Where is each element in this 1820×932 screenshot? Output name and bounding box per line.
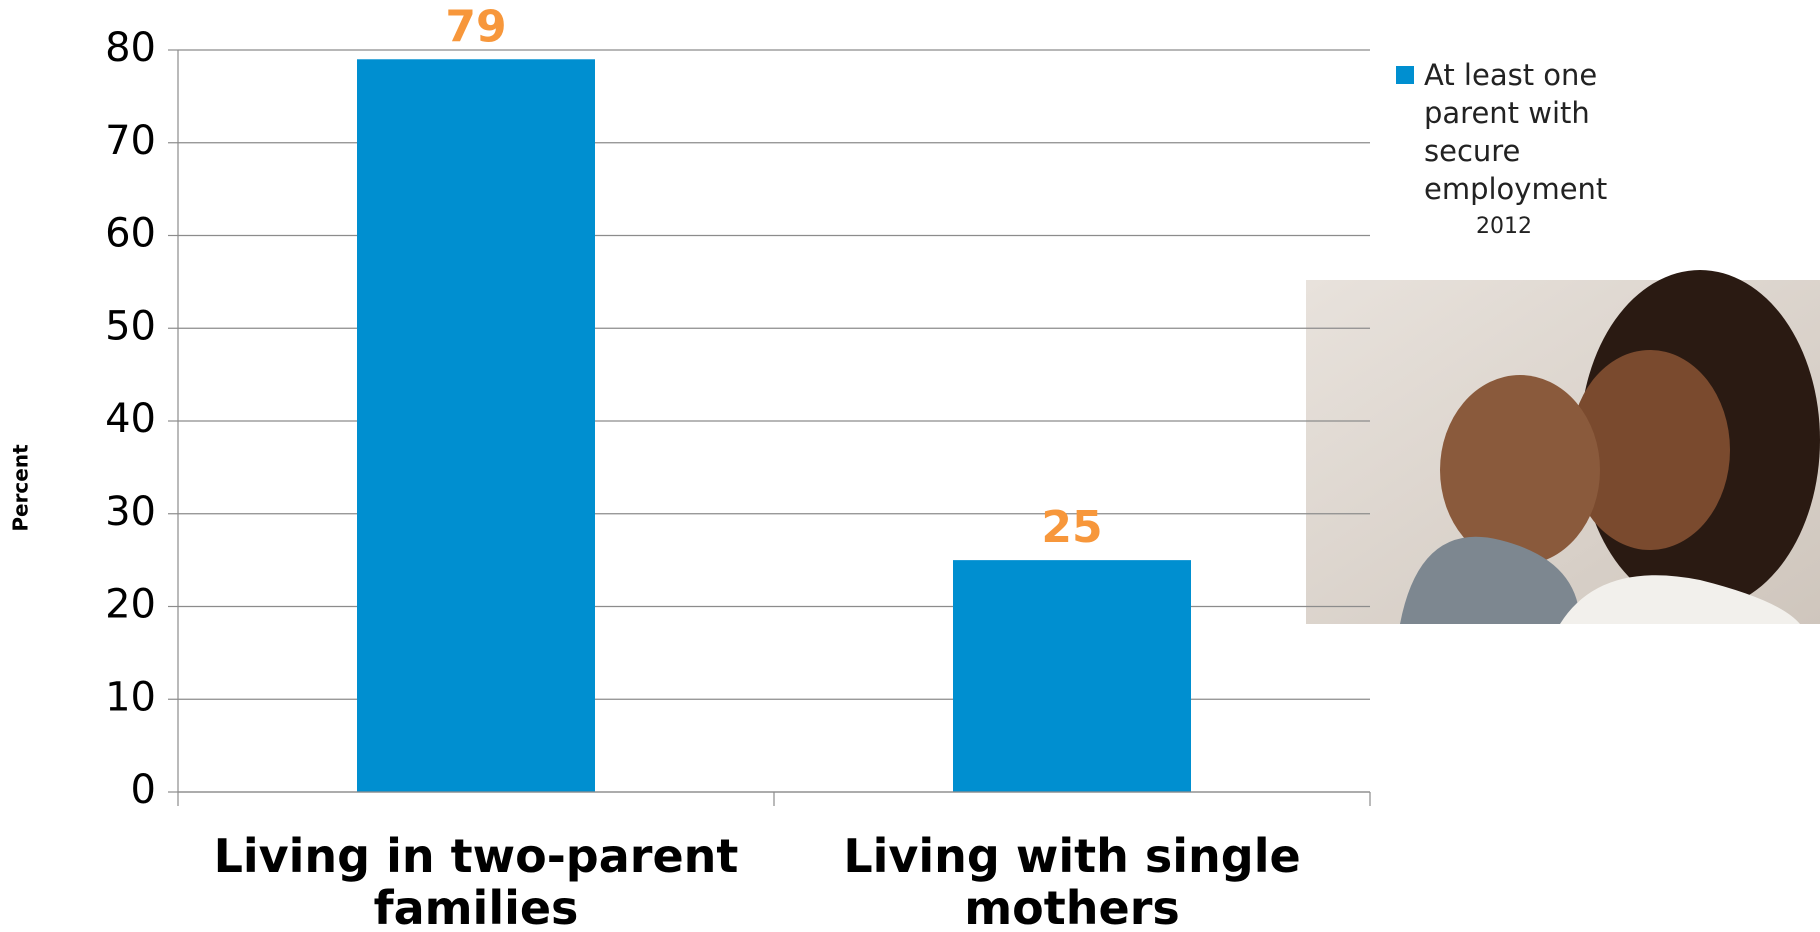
- y-tick-label: 0: [131, 767, 156, 813]
- chart: Percent 0 10 20 30 40 50 60 70 80 79 25 At least o…: [0, 0, 1820, 932]
- value-label: 25: [1041, 502, 1102, 553]
- y-tick-label: 20: [105, 582, 156, 628]
- photo: [1306, 270, 1820, 624]
- legend-swatch: [1396, 66, 1414, 84]
- legend-label: At least one parent with secure employme…: [1424, 56, 1634, 208]
- y-tick-label: 10: [105, 674, 156, 720]
- y-tick-label: 70: [105, 118, 156, 164]
- y-tick-label: 30: [105, 489, 156, 535]
- y-axis-label: Percent: [9, 444, 33, 532]
- y-tick-label: 60: [105, 211, 156, 257]
- value-label: 79: [445, 1, 506, 52]
- y-tick-label: 40: [105, 396, 156, 442]
- y-tick-label: 50: [105, 303, 156, 349]
- x-tick-label: Living in two-parent families: [196, 830, 756, 932]
- x-tick-label: Living with single mothers: [792, 830, 1352, 932]
- y-tick-label: 80: [105, 25, 156, 71]
- bar: [357, 59, 595, 792]
- annotation: 2012: [1476, 214, 1532, 239]
- bar: [953, 560, 1191, 792]
